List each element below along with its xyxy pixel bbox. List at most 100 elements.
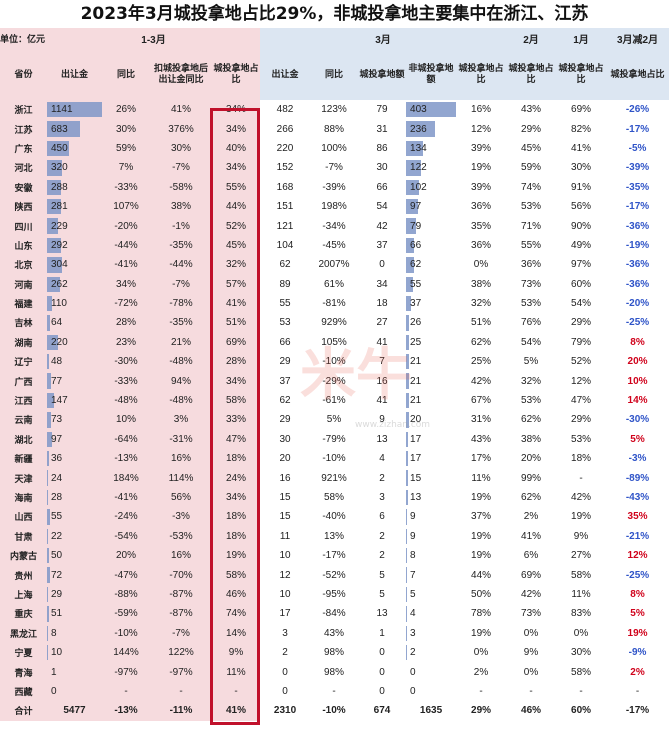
m-non-bar (406, 198, 419, 215)
q1-amount-bar (47, 392, 55, 409)
cell-q1-share: 34% (212, 158, 261, 178)
cell-m-amount: 15 (260, 487, 311, 508)
col-header-q1-share: 城投拿地占比 (212, 48, 261, 100)
cell-jan-share: 0% (556, 623, 607, 643)
cell-jan-share: 42% (556, 487, 607, 508)
cell-q1-amount: 281 (47, 196, 102, 217)
cell-m-amount: 20 (260, 449, 311, 469)
cell-m-amount: 10 (260, 584, 311, 605)
cell-diff: -5% (606, 138, 669, 159)
col-header-feb-share: 城投拿地占比 (506, 48, 557, 100)
cell-value: 236 (410, 123, 427, 135)
m-non-bar (406, 451, 409, 467)
cell-value: 288 (51, 181, 68, 193)
cell-q1-share: 51% (212, 313, 261, 333)
cell-q1-yoy: -44% (102, 235, 150, 256)
cell-m-yoy: -40% (310, 507, 359, 527)
cell-q1-ex-yoy: 38% (150, 196, 212, 217)
cell-q1-yoy: -48% (102, 390, 150, 411)
cell-value: 29 (51, 588, 63, 600)
cell-m-yoy: -81% (310, 293, 359, 314)
q1-amount-bar (47, 160, 63, 176)
cell-m-non: 0 (406, 681, 457, 702)
cell-q1-amount: 288 (47, 177, 102, 197)
cell-jan-share: 52% (556, 352, 607, 372)
table-row: 湖南 220 23% 21% 69% 66 105% 41 25 62% 54% 79% 8% (0, 332, 669, 353)
cell-q1-share: 33% (212, 410, 261, 430)
cell-m-share: 19% (456, 487, 507, 508)
cell-m-share: 43% (456, 429, 507, 450)
cell-province: 江西 (0, 390, 47, 411)
cell-feb-share: 73% (506, 604, 557, 624)
cell-m-amount: 16 (260, 468, 311, 488)
cell-m-amount: 12 (260, 565, 311, 585)
cell-m-chengtou: 86 (358, 138, 407, 159)
table-row: 江西 147 -48% -48% 58% 62 -61% 41 21 67% 53% 47% 14% (0, 390, 669, 411)
cell-m-chengtou: 13 (358, 604, 407, 624)
cell-feb-share: 71% (506, 216, 557, 236)
col-header-q1-yoy: 同比 (102, 48, 150, 100)
cell-feb-share: 53% (506, 390, 557, 411)
cell-m-non: 9 (406, 526, 457, 546)
table-row: 四川 229 -20% -1% 52% 121 -34% 42 79 35% 71% 90% -36% (0, 216, 669, 236)
cell-q1-amount: 5477 (47, 701, 102, 721)
cell-q1-ex-yoy: -7% (150, 274, 212, 294)
m-non-bar (406, 509, 408, 525)
cell-q1-ex-yoy: 21% (150, 332, 212, 353)
cell-m-amount: 104 (260, 235, 311, 256)
q1-amount-bar (47, 102, 102, 118)
cell-m-chengtou: 4 (358, 449, 407, 469)
cell-m-share: 67% (456, 390, 507, 411)
table-row: 西藏 0- - -0-0 0- - - - (0, 681, 669, 702)
cell-diff: 10% (606, 371, 669, 391)
cell-province: 浙江 (0, 100, 47, 120)
cell-q1-yoy: -54% (102, 526, 150, 546)
cell-value: 64 (51, 317, 63, 329)
cell-jan-share: 30% (556, 642, 607, 663)
cell-m-yoy: -34% (310, 216, 359, 236)
cell-q1-yoy: -10% (102, 623, 150, 643)
cell-q1-yoy: 7% (102, 158, 150, 178)
group-header-feb: 2月 (506, 28, 557, 48)
cell-province: 重庆 (0, 604, 47, 624)
cell-q1-share: 44% (212, 196, 261, 217)
cell-diff: -26% (606, 100, 669, 120)
m-non-bar (406, 257, 414, 273)
cell-q1-ex-yoy: 376% (150, 119, 212, 139)
cell-q1-share: 74% (212, 604, 261, 624)
cell-q1-amount: 97 (47, 429, 102, 450)
cell-m-yoy: 5% (310, 410, 359, 430)
cell-feb-share: 54% (506, 332, 557, 353)
cell-value: 0 (410, 685, 416, 697)
cell-value: 24 (51, 472, 63, 484)
col-header-m-chengtou: 城投拿地额 (358, 48, 407, 100)
cell-q1-share: 34% (212, 119, 261, 139)
cell-diff: 12% (606, 545, 669, 566)
cell-m-chengtou: 13 (358, 429, 407, 450)
cell-diff: -25% (606, 313, 669, 333)
cell-q1-yoy: 144% (102, 642, 150, 663)
cell-q1-amount: 1141 (47, 100, 102, 120)
cell-diff: -25% (606, 565, 669, 585)
cell-m-yoy: -10% (310, 701, 359, 721)
cell-m-yoy: -29% (310, 371, 359, 391)
cell-jan-share: 90% (556, 216, 607, 236)
table-row: 北京 304 -41% -44% 32% 62 2007% 0 62 0% 36% 97% -36% (0, 255, 669, 275)
cell-value: 66 (410, 239, 422, 251)
cell-value: 110 (51, 298, 67, 310)
table-row: 宁夏 10 144% 122% 9% 2 98% 0 2 0% 9% 30% -9% (0, 642, 669, 663)
cell-value: 97 (410, 201, 422, 213)
cell-q1-amount: 29 (47, 584, 102, 605)
cell-q1-yoy: -24% (102, 507, 150, 527)
cell-province: 吉林 (0, 313, 47, 333)
cell-value: 8 (51, 627, 57, 639)
cell-q1-share: 41% (212, 293, 261, 314)
cell-q1-yoy: - (102, 681, 150, 702)
cell-m-amount: 2310 (260, 701, 311, 721)
cell-value: 62 (410, 259, 422, 271)
cell-m-chengtou: 0 (358, 681, 407, 702)
cell-m-non: 15 (406, 468, 457, 488)
cell-feb-share: 29% (506, 119, 557, 139)
cell-diff: 8% (606, 584, 669, 605)
cell-m-chengtou: 5 (358, 565, 407, 585)
